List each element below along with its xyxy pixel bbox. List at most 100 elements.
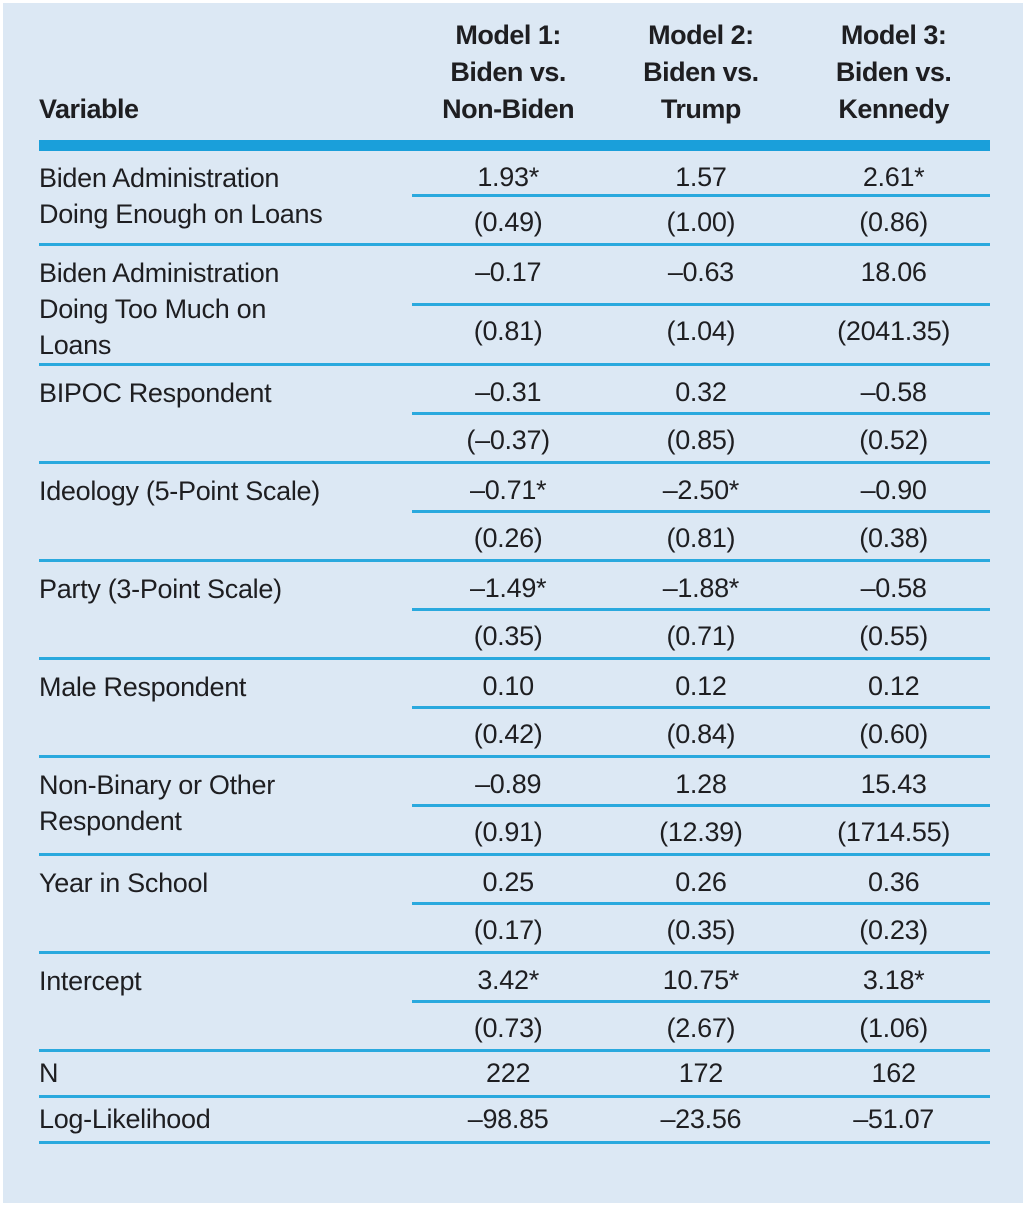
standard-error-cell: (1.06) xyxy=(797,1001,990,1052)
standard-error-cell: (0.81) xyxy=(604,511,798,562)
coefficient-row: Non-Binary or Other Respondent –0.89 1.2… xyxy=(39,756,990,856)
standard-error-cell: (2.67) xyxy=(604,1001,798,1052)
standard-error-row: (0.81) (1.04) (2041.35) xyxy=(39,304,990,366)
coefficient-cell: 10.75* xyxy=(604,952,798,1003)
variable-group: Year in School 0.25 0.26 0.36 (0.17) (0.… xyxy=(39,854,990,954)
column-header-variable: Variable xyxy=(39,11,412,151)
variable-group: Biden Administration Doing Too Much on L… xyxy=(39,244,990,366)
standard-error-cell: (0.26) xyxy=(411,511,605,562)
variable-name: Intercept xyxy=(39,952,412,1052)
standard-error-cell: (0.35) xyxy=(411,609,605,660)
stat-value: 172 xyxy=(604,1050,798,1098)
variable-name: BIPOC Respondent xyxy=(39,364,412,464)
standard-error-cell: (0.38) xyxy=(797,511,990,562)
table-panel: Variable Model 1: Biden vs. Non-Biden Mo… xyxy=(3,3,1023,1203)
variable-name: Non-Binary or Other Respondent xyxy=(39,756,412,856)
variable-group: Male Respondent 0.10 0.12 0.12 (0.42) (0… xyxy=(39,658,990,758)
coefficient-row: Biden Administration Doing Too Much on L… xyxy=(39,244,990,366)
standard-error-cell: (0.91) xyxy=(411,805,605,856)
standard-error-cell: (1.00) xyxy=(604,195,798,246)
stat-value: –98.85 xyxy=(411,1096,605,1144)
stat-group: Log-Likelihood –98.85 –23.56 –51.07 xyxy=(39,1096,990,1144)
column-header-model-1: Model 1: Biden vs. Non-Biden xyxy=(411,11,605,151)
variable-group: Biden Administration Doing Enough on Loa… xyxy=(39,145,990,246)
standard-error-cell: (0.52) xyxy=(797,413,990,464)
standard-error-cell: (0.81) xyxy=(411,304,605,366)
coefficient-row: Male Respondent 0.10 0.12 0.12 xyxy=(39,658,990,758)
coefficient-row: Year in School 0.25 0.26 0.36 xyxy=(39,854,990,954)
variable-name: Biden Administration Doing Too Much on L… xyxy=(39,244,412,366)
variable-name: Party (3-Point Scale) xyxy=(39,560,412,660)
coefficient-cell: –0.89 xyxy=(411,756,605,807)
standard-error-row: (0.42) (0.84) (0.60) xyxy=(39,707,990,758)
coefficient-cell: 3.18* xyxy=(797,952,990,1003)
coefficient-cell: 0.26 xyxy=(604,854,798,905)
standard-error-row: (0.26) (0.81) (0.38) xyxy=(39,511,990,562)
standard-error-row: (0.73) (2.67) (1.06) xyxy=(39,1001,990,1052)
coefficient-cell: –0.58 xyxy=(797,364,990,415)
standard-error-cell: (0.49) xyxy=(411,195,605,246)
coefficient-cell: –2.50* xyxy=(604,462,798,513)
coefficient-cell: 3.42* xyxy=(411,952,605,1003)
standard-error-cell: (0.60) xyxy=(797,707,990,758)
stat-label: Log-Likelihood xyxy=(39,1096,412,1144)
coefficient-cell: –1.49* xyxy=(411,560,605,611)
column-header-model-3: Model 3: Biden vs. Kennedy xyxy=(797,11,990,151)
standard-error-cell: (0.84) xyxy=(604,707,798,758)
coefficient-row: BIPOC Respondent –0.31 0.32 –0.58 xyxy=(39,364,990,464)
standard-error-cell: (0.73) xyxy=(411,1001,605,1052)
coefficient-cell: –0.71* xyxy=(411,462,605,513)
standard-error-cell: (0.42) xyxy=(411,707,605,758)
coefficient-cell: –0.63 xyxy=(604,244,798,306)
standard-error-row: (0.49) (1.00) (0.86) xyxy=(39,195,990,246)
stat-value: –51.07 xyxy=(797,1096,990,1144)
stat-label: N xyxy=(39,1050,412,1098)
variable-name: Biden Administration Doing Enough on Loa… xyxy=(39,145,412,246)
coefficient-cell: 0.32 xyxy=(604,364,798,415)
standard-error-cell: (0.35) xyxy=(604,903,798,954)
standard-error-cell: (0.86) xyxy=(797,195,990,246)
coefficient-cell: 0.36 xyxy=(797,854,990,905)
standard-error-row: (0.17) (0.35) (0.23) xyxy=(39,903,990,954)
coefficient-cell: 18.06 xyxy=(797,244,990,306)
standard-error-cell: (–0.37) xyxy=(411,413,605,464)
standard-error-cell: (0.23) xyxy=(797,903,990,954)
stat-value: –23.56 xyxy=(604,1096,798,1144)
variable-name: Ideology (5-Point Scale) xyxy=(39,462,412,562)
coefficient-cell: –0.31 xyxy=(411,364,605,415)
standard-error-cell: (2041.35) xyxy=(797,304,990,366)
standard-error-cell: (12.39) xyxy=(604,805,798,856)
variable-name: Male Respondent xyxy=(39,658,412,758)
coefficient-row: Ideology (5-Point Scale) –0.71* –2.50* –… xyxy=(39,462,990,562)
variable-group: Non-Binary or Other Respondent –0.89 1.2… xyxy=(39,756,990,856)
standard-error-cell: (0.17) xyxy=(411,903,605,954)
standard-error-cell: (0.55) xyxy=(797,609,990,660)
table-header: Variable Model 1: Biden vs. Non-Biden Mo… xyxy=(39,11,990,151)
header-row: Variable Model 1: Biden vs. Non-Biden Mo… xyxy=(39,11,990,151)
regression-table: Variable Model 1: Biden vs. Non-Biden Mo… xyxy=(39,11,990,1144)
coefficient-cell: 1.93* xyxy=(411,145,605,197)
standard-error-cell: (0.85) xyxy=(604,413,798,464)
stat-group: N 222 172 162 xyxy=(39,1050,990,1098)
coefficient-row: Party (3-Point Scale) –1.49* –1.88* –0.5… xyxy=(39,560,990,660)
coefficient-cell: –0.58 xyxy=(797,560,990,611)
coefficient-cell: 2.61* xyxy=(797,145,990,197)
standard-error-row: (–0.37) (0.85) (0.52) xyxy=(39,413,990,464)
standard-error-row: (0.35) (0.71) (0.55) xyxy=(39,609,990,660)
coefficient-cell: –0.90 xyxy=(797,462,990,513)
coefficient-cell: 0.12 xyxy=(604,658,798,709)
stat-row: N 222 172 162 xyxy=(39,1050,990,1098)
coefficient-cell: 1.28 xyxy=(604,756,798,807)
coefficient-cell: 0.12 xyxy=(797,658,990,709)
coefficient-cell: 0.25 xyxy=(411,854,605,905)
coefficient-row: Biden Administration Doing Enough on Loa… xyxy=(39,145,990,246)
standard-error-cell: (1714.55) xyxy=(797,805,990,856)
stat-value: 162 xyxy=(797,1050,990,1098)
variable-group: BIPOC Respondent –0.31 0.32 –0.58 (–0.37… xyxy=(39,364,990,464)
variable-group: Ideology (5-Point Scale) –0.71* –2.50* –… xyxy=(39,462,990,562)
variable-name: Year in School xyxy=(39,854,412,954)
stat-row: Log-Likelihood –98.85 –23.56 –51.07 xyxy=(39,1096,990,1144)
coefficient-row: Intercept 3.42* 10.75* 3.18* xyxy=(39,952,990,1052)
variable-group: Party (3-Point Scale) –1.49* –1.88* –0.5… xyxy=(39,560,990,660)
